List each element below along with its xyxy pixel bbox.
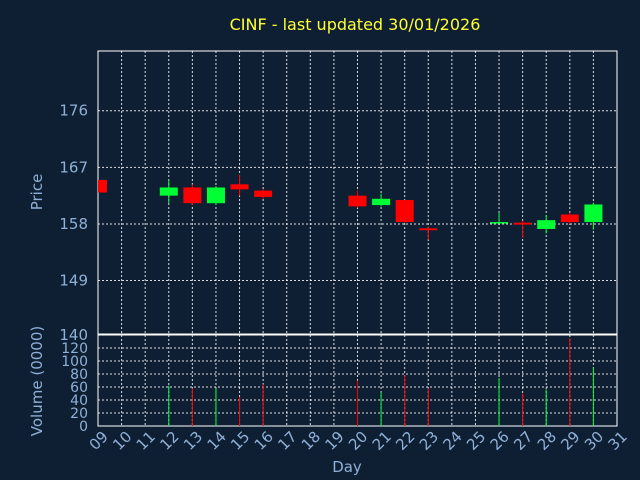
volume-tick-label: 20 — [70, 406, 88, 422]
x-tick-label: 17 — [274, 428, 300, 454]
x-tick-label: 20 — [345, 428, 371, 454]
x-axis-tick-labels: 0910111213141516171819202122232425262728… — [86, 428, 631, 454]
x-tick-label: 25 — [463, 428, 489, 454]
chart-title: CINF - last updated 30/01/2026 — [230, 15, 481, 34]
volume-series — [168, 338, 594, 426]
candle-body — [348, 195, 367, 207]
candle-body — [230, 184, 249, 190]
price-tick-label: 167 — [59, 158, 88, 176]
candle-body — [372, 198, 391, 206]
price-axis-ticks: 149 158 167 176 — [59, 102, 88, 290]
candle-body — [513, 222, 532, 225]
x-tick-label: 16 — [251, 428, 277, 454]
candle-body — [490, 222, 509, 224]
price-axis-label: Price — [28, 174, 46, 211]
price-tick-label: 149 — [59, 272, 88, 290]
volume-tick-label: 60 — [70, 380, 88, 396]
volume-tick-label: 40 — [70, 393, 88, 409]
candle-body — [537, 220, 556, 229]
candle-body — [98, 179, 107, 193]
x-tick-label: 21 — [369, 428, 395, 454]
x-tick-label: 30 — [581, 428, 607, 454]
x-tick-label: 10 — [109, 428, 135, 454]
x-tick-label: 31 — [605, 428, 631, 454]
candlestick-series — [98, 174, 603, 240]
candle-body — [159, 187, 178, 196]
candle-body — [560, 214, 579, 223]
price-panel: 149 158 167 176 — [59, 50, 618, 335]
x-tick-label: 18 — [298, 428, 324, 454]
x-tick-label: 09 — [86, 428, 112, 454]
candle-body — [254, 190, 273, 197]
candle-body — [395, 200, 414, 223]
x-tick-label: 11 — [133, 428, 159, 454]
x-tick-label: 14 — [204, 428, 230, 454]
x-axis-label: Day — [332, 458, 362, 476]
x-tick-label: 23 — [416, 428, 442, 454]
volume-axis-label: Volume (0000) — [28, 326, 46, 436]
x-tick-label: 15 — [227, 428, 253, 454]
x-tick-label: 29 — [557, 428, 583, 454]
volume-top-label: 140 — [59, 326, 88, 344]
candle-body — [183, 187, 202, 204]
x-tick-label: 19 — [322, 428, 348, 454]
candle-body — [206, 187, 225, 204]
x-tick-label: 27 — [510, 428, 536, 454]
x-tick-label: 13 — [180, 428, 206, 454]
volume-tick-label: 0 — [79, 419, 88, 435]
volume-tick-label: 80 — [70, 367, 88, 383]
candle-body — [584, 204, 603, 223]
x-tick-label: 22 — [392, 428, 418, 454]
price-tick-label: 176 — [59, 102, 88, 120]
x-tick-label: 26 — [487, 428, 513, 454]
volume-tick-label: 100 — [61, 354, 88, 370]
x-tick-label: 24 — [439, 428, 465, 454]
x-tick-label: 28 — [534, 428, 560, 454]
candle-body — [419, 228, 438, 231]
volume-tick-label: 120 — [61, 341, 88, 357]
x-tick-label: 12 — [156, 428, 182, 454]
price-tick-label: 158 — [59, 215, 88, 233]
